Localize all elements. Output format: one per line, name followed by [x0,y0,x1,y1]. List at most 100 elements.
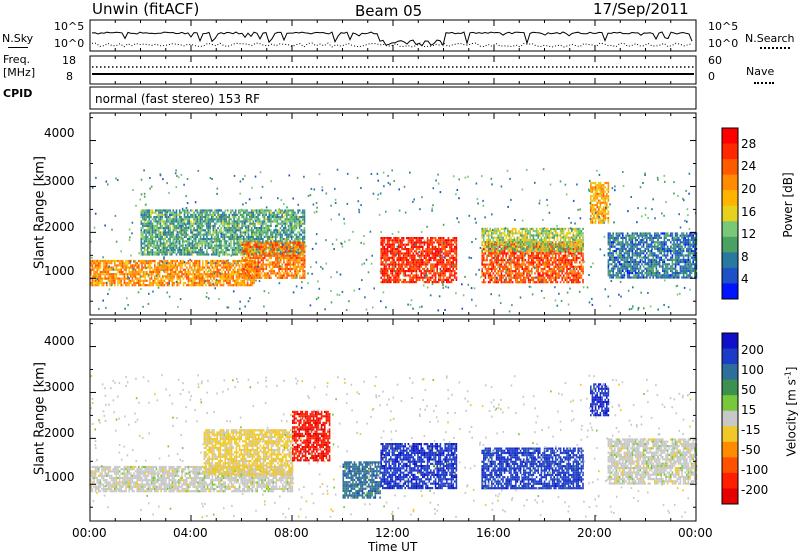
heatmap-cell [292,227,295,230]
heatmap-cell [284,209,287,212]
heatmap-cell [218,270,220,274]
heatmap-cell [390,250,392,253]
heatmap-cell [518,259,520,262]
heatmap-cell [450,245,453,248]
heatmap-cell [197,281,199,285]
heatmap-cell [302,256,304,260]
heatmap-cell [561,241,563,244]
heatmap-cell [268,256,271,260]
heatmap-cell [215,211,218,214]
heatmap-cell [206,211,208,214]
heatmap-cell [258,240,261,243]
heatmap-cell [417,245,419,248]
heatmap-cell [249,270,252,273]
heatmap-cell [434,263,437,266]
heatmap-cell [276,276,279,279]
heatmap-cell [265,276,268,279]
heatmap-cell [249,254,252,257]
heatmap-cell [529,278,531,282]
heatmap-cell [169,220,171,223]
heatmap-cell [107,273,110,276]
heatmap-cell [383,239,386,242]
heatmap-cell [206,244,208,247]
heatmap-cell [115,264,118,267]
heatmap-cell [250,281,252,285]
heatmap-cell [399,265,402,268]
heatmap-cell [524,263,527,266]
heatmap-cell [390,261,392,264]
heatmap-cell [539,278,541,282]
heatmap-cell [267,263,269,266]
heatmap-cell [425,259,427,262]
heatmap-cell [96,279,98,282]
heatmap-cell [160,264,162,267]
heatmap-cell [223,211,226,214]
heatmap-cell [455,263,458,266]
heatmap-cell [385,243,387,246]
heatmap-cell [393,263,395,266]
heatmap-cell [123,268,126,271]
heatmap-cell [391,245,394,248]
heatmap-cell [431,263,434,266]
heatmap-cell [250,240,253,243]
heatmap-cell [486,249,488,252]
heatmap-cell [253,281,255,285]
heatmap-cell [545,256,547,260]
heatmap-cell [515,281,517,284]
heatmap-cell [542,274,544,277]
heatmap-cell [452,237,454,240]
heatmap-cell [418,263,421,266]
heatmap-cell [303,227,306,230]
heatmap-cell [247,220,250,223]
heatmap-cell [401,267,403,270]
heatmap-cell [500,276,503,279]
heatmap-cell [571,261,573,264]
heatmap-cell [260,224,263,227]
heatmap-cell [96,273,98,276]
heatmap-cell [561,259,563,262]
heatmap-cell [291,276,293,279]
heatmap-cell [548,243,551,246]
heatmap-cell [125,270,127,274]
heatmap-cell [184,270,186,274]
heatmap-cell [143,244,146,247]
heatmap-cell [214,264,217,267]
heatmap-cell [532,265,535,268]
heatmap-cell [286,211,288,214]
heatmap-cell [146,227,149,230]
heatmap-cell [254,233,256,236]
heatmap-cell [281,211,283,214]
heatmap-cell [195,281,198,285]
heatmap-cell [162,266,164,269]
heatmap-cell [513,256,515,260]
heatmap-cell [414,245,416,248]
heatmap-cell [182,281,185,285]
heatmap-cell [287,254,290,257]
heatmap-cell [159,244,162,247]
heatmap-cell [230,229,232,232]
heatmap-cell [393,243,395,246]
heatmap-cell [211,262,214,265]
heatmap-cell [284,213,287,216]
heatmap-cell [430,278,432,281]
heatmap-cell [385,256,387,259]
heatmap-cell [254,216,256,219]
heatmap-cell [98,277,100,280]
heatmap-cell [515,261,517,264]
heatmap-cell [428,243,430,246]
heatmap-cell [532,281,535,284]
heatmap-cell [237,275,239,278]
heatmap-cell [202,251,205,254]
heatmap-cell [210,253,213,256]
heatmap-cell [428,272,430,275]
heatmap-cell [257,209,259,212]
heatmap-cell [281,220,283,223]
heatmap-cell [199,218,202,221]
heatmap-cell [255,276,258,279]
heatmap-cell [176,275,178,278]
heatmap-cell [198,244,200,247]
heatmap-cell [230,270,233,274]
heatmap-cell [159,235,162,238]
heatmap-cell [535,263,538,266]
heatmap-cell [415,272,418,275]
